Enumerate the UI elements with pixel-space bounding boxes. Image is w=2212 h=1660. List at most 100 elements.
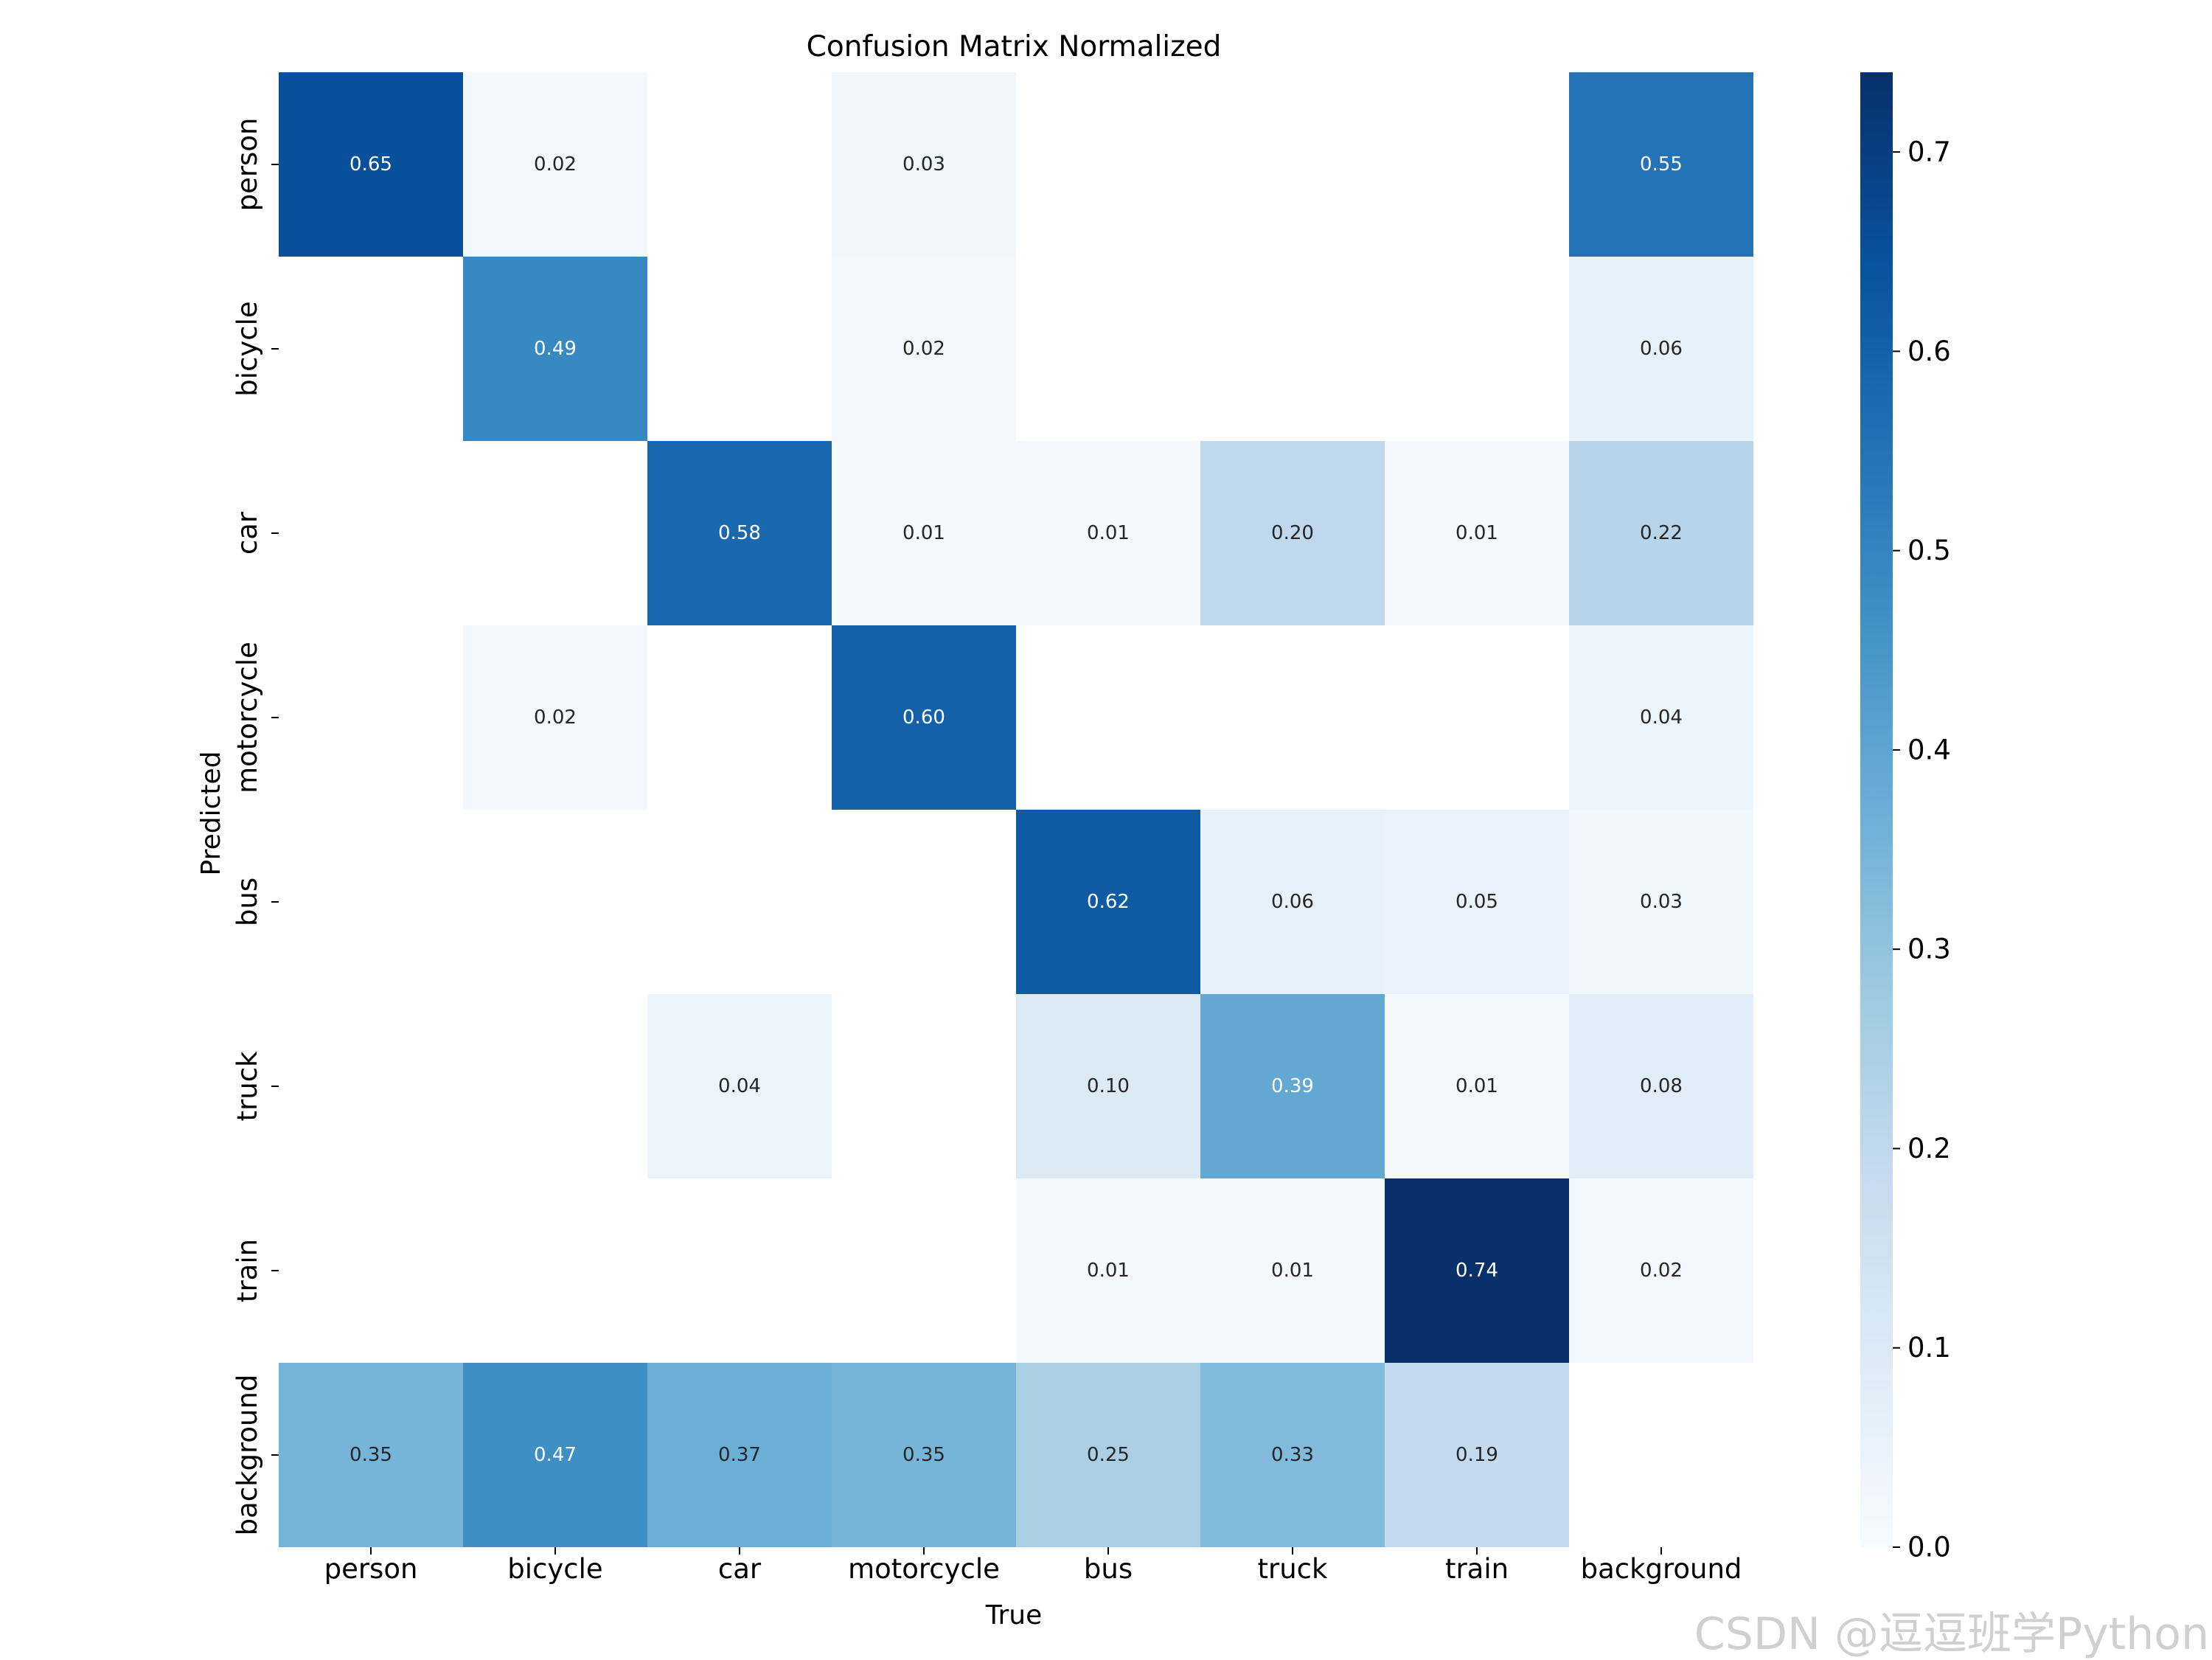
y-tick-label-train: train [232, 1239, 263, 1302]
x-axis: person bicycle car motorcycle bus truck train b… [324, 1547, 1742, 1585]
x-tick-label-background: background [1581, 1553, 1742, 1585]
heatmap-cell-person-person [279, 72, 463, 257]
heatmap-cell-background-bicycle [463, 1363, 647, 1547]
cell-value-label: 0.04 [1640, 706, 1683, 729]
cell-value-label: 0.01 [1455, 1075, 1498, 1097]
cell-value-label: 0.02 [534, 706, 577, 729]
heatmap-cell-bicycle-background [1569, 257, 1753, 441]
cell-value-label: 0.39 [1271, 1075, 1314, 1097]
x-tick-label-train: train [1445, 1553, 1509, 1585]
cell-value-label: 0.74 [1455, 1260, 1498, 1282]
cell-value-label: 0.06 [1271, 891, 1314, 913]
heatmap-cell-train-bus [1016, 1178, 1200, 1363]
heatmap-cell-truck-background [1569, 994, 1753, 1178]
cell-value-label: 0.05 [1455, 891, 1498, 913]
cell-value-label: 0.49 [534, 338, 577, 360]
heatmap-cell-truck-truck [1200, 994, 1385, 1178]
cell-value-label: 0.02 [534, 153, 577, 176]
cell-value-label: 0.02 [902, 338, 945, 360]
heatmap-cell-labels: 0.65 0.02 0.03 0.55 0.49 0.02 0.06 0.58 0.01 0.01… [349, 153, 1683, 1466]
heatmap-cell-bicycle-bicycle [463, 257, 647, 441]
y-tick-label-bicycle: bicycle [232, 301, 263, 396]
cell-value-label: 0.03 [902, 153, 945, 176]
cell-value-label: 0.06 [1640, 338, 1683, 360]
heatmap-cell-bus-bus [1016, 810, 1200, 994]
cell-value-label: 0.25 [1087, 1444, 1130, 1466]
heatmap-cell-bus-truck [1200, 810, 1385, 994]
colorbar-tick-label: 0.7 [1907, 136, 1951, 168]
cell-value-label: 0.22 [1640, 522, 1683, 544]
heatmap-cell-truck-train [1385, 994, 1569, 1178]
heatmap-cell-background-person [279, 1363, 463, 1547]
heatmap-cell-bicycle-motorcycle [832, 257, 1016, 441]
heatmap-cell-person-background [1569, 72, 1753, 257]
x-tick-label-bicycle: bicycle [507, 1553, 602, 1585]
cell-value-label: 0.58 [718, 522, 761, 544]
heatmap-cell-motorcycle-background [1569, 625, 1753, 810]
cell-value-label: 0.01 [1271, 1260, 1314, 1282]
colorbar: 0.0 0.1 0.2 0.3 0.4 0.5 0.6 0.7 [1860, 72, 1951, 1563]
cell-value-label: 0.55 [1640, 153, 1683, 176]
x-tick-label-truck: truck [1258, 1553, 1329, 1585]
colorbar-tick-label: 0.6 [1907, 336, 1951, 367]
x-tick-label-motorcycle: motorcycle [848, 1553, 1000, 1585]
heatmap-cell-car-train [1385, 441, 1569, 625]
cell-value-label: 0.01 [1087, 1260, 1130, 1282]
cell-value-label: 0.65 [349, 153, 392, 176]
heatmap-cell-train-background [1569, 1178, 1753, 1363]
cell-value-label: 0.19 [1455, 1444, 1498, 1466]
colorbar-gradient [1860, 72, 1893, 1547]
cell-value-label: 0.02 [1640, 1260, 1683, 1282]
y-tick-label-background: background [232, 1375, 263, 1536]
heatmap-cell-truck-car [647, 994, 832, 1178]
x-tick-label-person: person [324, 1553, 418, 1585]
heatmap-cell-background-train [1385, 1363, 1569, 1547]
y-axis-label: Predicted [196, 751, 226, 876]
cell-value-label: 0.20 [1271, 522, 1314, 544]
y-tick-label-bus: bus [232, 878, 263, 926]
cell-value-label: 0.01 [902, 522, 945, 544]
cell-value-label: 0.33 [1271, 1444, 1314, 1466]
y-tick-label-truck: truck [232, 1051, 263, 1122]
colorbar-tick-label: 0.4 [1907, 734, 1951, 765]
heatmap-cell-background-bus [1016, 1363, 1200, 1547]
heatmap-cell-bus-background [1569, 810, 1753, 994]
cell-value-label: 0.62 [1087, 891, 1130, 913]
colorbar-tick-label: 0.3 [1907, 934, 1951, 965]
colorbar-tick-label: 0.5 [1907, 535, 1951, 566]
colorbar-tick-label: 0.0 [1907, 1532, 1951, 1563]
cell-value-label: 0.01 [1087, 522, 1130, 544]
y-tick-label-motorcycle: motorcycle [232, 642, 263, 793]
x-axis-label: True [985, 1600, 1042, 1631]
chart-title: Confusion Matrix Normalized [807, 30, 1222, 63]
heatmap-cell-car-background [1569, 441, 1753, 625]
heatmap-cell-car-car [647, 441, 832, 625]
heatmap-cell-motorcycle-bicycle [463, 625, 647, 810]
heatmap-cell-person-bicycle [463, 72, 647, 257]
y-axis: person bicycle car motorcycle bus truck train b… [232, 118, 279, 1536]
watermark: CSDN @逗逗班学Python [1694, 1608, 2209, 1660]
cell-value-label: 0.10 [1087, 1075, 1130, 1097]
x-tick-label-car: car [718, 1553, 762, 1585]
heatmap-cell-train-truck [1200, 1178, 1385, 1363]
heatmap-cell-background-car [647, 1363, 832, 1547]
cell-value-label: 0.08 [1640, 1075, 1683, 1097]
x-tick-label-bus: bus [1084, 1553, 1133, 1585]
heatmap-cell-truck-bus [1016, 994, 1200, 1178]
heatmap-cells [279, 72, 1753, 1547]
cell-value-label: 0.60 [902, 706, 945, 729]
cell-value-label: 0.03 [1640, 891, 1683, 913]
cell-value-label: 0.01 [1455, 522, 1498, 544]
colorbar-tick-label: 0.2 [1907, 1133, 1951, 1164]
heatmap-cell-car-truck [1200, 441, 1385, 625]
cell-value-label: 0.47 [534, 1444, 577, 1466]
heatmap-cell-car-motorcycle [832, 441, 1016, 625]
heatmap-cell-train-train [1385, 1178, 1569, 1363]
y-tick-label-person: person [232, 118, 263, 212]
cell-value-label: 0.35 [902, 1444, 945, 1466]
heatmap-cell-bus-train [1385, 810, 1569, 994]
cell-value-label: 0.35 [349, 1444, 392, 1466]
cell-value-label: 0.37 [718, 1444, 761, 1466]
heatmap-cell-car-bus [1016, 441, 1200, 625]
